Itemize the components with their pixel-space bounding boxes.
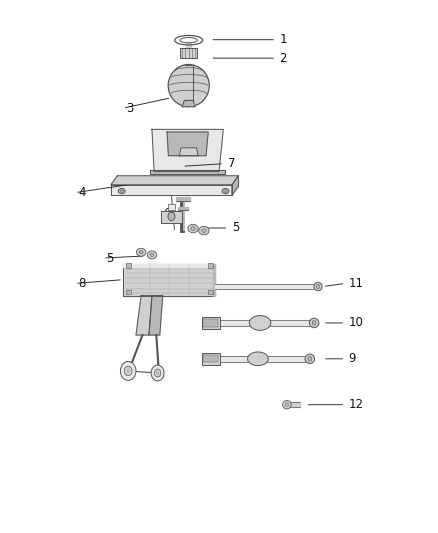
Ellipse shape <box>312 320 316 325</box>
Ellipse shape <box>124 366 132 376</box>
Ellipse shape <box>120 361 136 381</box>
FancyBboxPatch shape <box>202 353 220 365</box>
Polygon shape <box>185 65 193 100</box>
FancyBboxPatch shape <box>203 355 218 362</box>
Ellipse shape <box>222 189 229 193</box>
Ellipse shape <box>202 229 206 232</box>
Ellipse shape <box>168 64 209 107</box>
Polygon shape <box>111 176 238 185</box>
Ellipse shape <box>151 365 164 381</box>
Ellipse shape <box>305 354 314 364</box>
FancyBboxPatch shape <box>203 319 218 327</box>
Polygon shape <box>167 132 208 156</box>
FancyBboxPatch shape <box>126 290 131 294</box>
Text: 11: 11 <box>349 277 364 290</box>
Text: 10: 10 <box>349 317 364 329</box>
Text: 5: 5 <box>106 252 114 264</box>
Ellipse shape <box>191 227 195 230</box>
Polygon shape <box>123 264 215 266</box>
Ellipse shape <box>314 282 322 291</box>
Ellipse shape <box>224 190 227 192</box>
Polygon shape <box>176 197 190 200</box>
Ellipse shape <box>285 403 289 407</box>
FancyBboxPatch shape <box>161 211 182 223</box>
Text: 7: 7 <box>228 157 235 170</box>
Polygon shape <box>287 402 300 407</box>
Ellipse shape <box>120 190 124 192</box>
Ellipse shape <box>156 372 159 375</box>
FancyBboxPatch shape <box>208 290 213 294</box>
Polygon shape <box>149 295 163 335</box>
Polygon shape <box>150 170 226 174</box>
Text: 1: 1 <box>279 33 287 46</box>
Ellipse shape <box>309 318 319 328</box>
FancyBboxPatch shape <box>180 48 198 58</box>
Ellipse shape <box>150 253 154 256</box>
FancyBboxPatch shape <box>126 263 131 268</box>
Polygon shape <box>111 185 232 195</box>
Ellipse shape <box>283 400 291 409</box>
Ellipse shape <box>188 224 198 233</box>
Text: 4: 4 <box>78 186 86 199</box>
Polygon shape <box>212 264 215 295</box>
Ellipse shape <box>168 212 175 221</box>
Text: 12: 12 <box>349 398 364 411</box>
Ellipse shape <box>136 248 146 256</box>
Ellipse shape <box>139 251 143 254</box>
Text: 2: 2 <box>279 52 287 64</box>
FancyBboxPatch shape <box>202 317 220 329</box>
Ellipse shape <box>249 316 271 330</box>
FancyBboxPatch shape <box>168 204 175 210</box>
Polygon shape <box>136 295 152 335</box>
Polygon shape <box>220 320 310 326</box>
Ellipse shape <box>199 227 209 235</box>
Text: 6: 6 <box>163 207 170 220</box>
Ellipse shape <box>154 369 161 377</box>
Ellipse shape <box>308 357 312 361</box>
Ellipse shape <box>316 285 320 289</box>
Polygon shape <box>186 42 191 48</box>
Text: 5: 5 <box>232 222 239 235</box>
Ellipse shape <box>118 189 125 193</box>
FancyBboxPatch shape <box>208 263 213 268</box>
Text: 9: 9 <box>349 352 356 365</box>
Text: 8: 8 <box>78 277 86 290</box>
Ellipse shape <box>127 369 130 373</box>
Polygon shape <box>182 100 195 107</box>
Ellipse shape <box>147 251 157 259</box>
Polygon shape <box>232 176 238 195</box>
Polygon shape <box>220 356 305 362</box>
Polygon shape <box>152 130 223 172</box>
Polygon shape <box>123 264 215 295</box>
Ellipse shape <box>247 352 268 366</box>
Polygon shape <box>179 148 198 156</box>
Polygon shape <box>178 207 188 209</box>
Polygon shape <box>215 284 314 289</box>
Text: 3: 3 <box>126 102 134 115</box>
